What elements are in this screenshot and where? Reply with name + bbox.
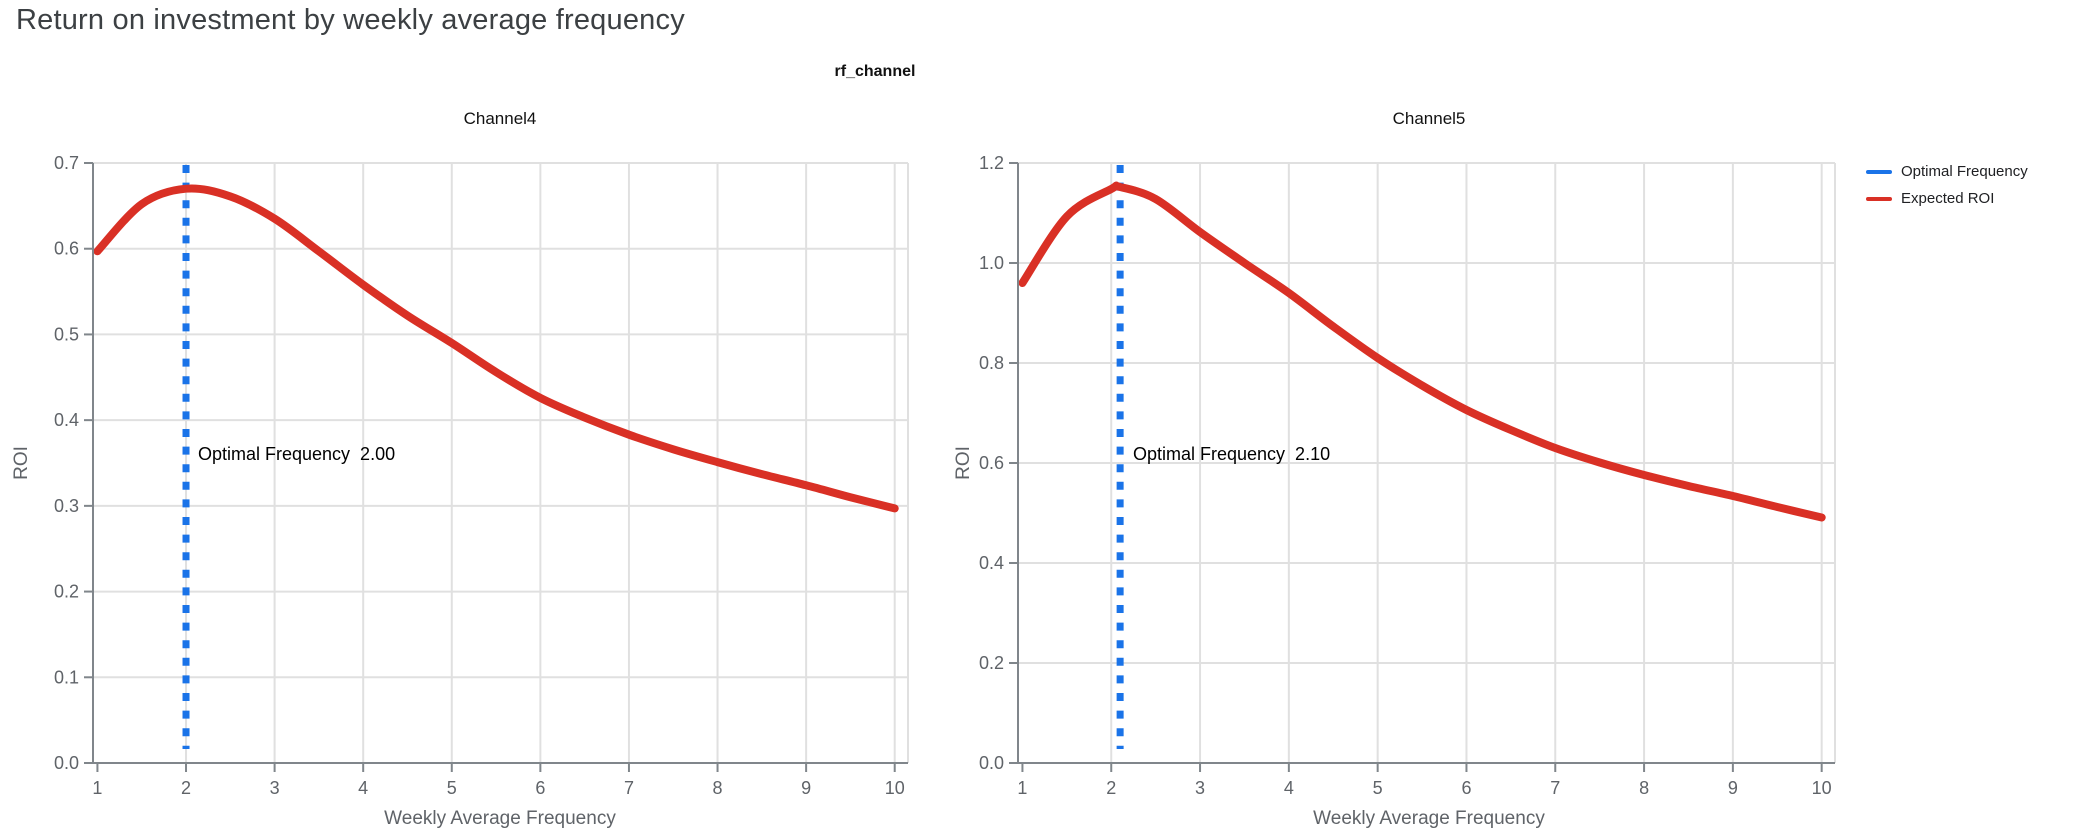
x-tick-label: 8 xyxy=(713,778,723,798)
y-tick-label: 0.3 xyxy=(54,496,79,516)
x-tick-label: 3 xyxy=(1195,778,1205,798)
x-tick-label: 10 xyxy=(1812,778,1832,798)
y-tick-label: 1.0 xyxy=(979,253,1004,273)
y-tick-label: 0.0 xyxy=(54,753,79,773)
chart-title-channel4: Channel4 xyxy=(464,109,537,128)
x-tick-label: 4 xyxy=(358,778,368,798)
x-tick-label: 5 xyxy=(1373,778,1383,798)
x-tick-label: 6 xyxy=(535,778,545,798)
x-tick-label: 8 xyxy=(1639,778,1649,798)
legend: Optimal Frequency Expected ROI xyxy=(1866,158,2028,212)
x-tick-label: 10 xyxy=(885,778,905,798)
x-tick-label: 1 xyxy=(92,778,102,798)
legend-line-red-icon xyxy=(1866,196,1892,201)
y-axis-title-right: ROI xyxy=(953,446,974,480)
page-title: Return on investment by weekly average f… xyxy=(16,4,685,36)
optimal-frequency-annotation-left: Optimal Frequency 2.00 xyxy=(198,444,395,464)
x-tick-label: 2 xyxy=(181,778,191,798)
y-tick-label: 0.6 xyxy=(54,239,79,259)
y-tick-label: 0.2 xyxy=(979,653,1004,673)
x-axis-title-right: Weekly Average Frequency xyxy=(1313,808,1545,829)
legend-item-expected-roi: Expected ROI xyxy=(1866,185,2028,212)
legend-label: Expected ROI xyxy=(1901,190,1995,207)
x-tick-label: 6 xyxy=(1461,778,1471,798)
expected-roi-curve xyxy=(1018,181,1826,522)
y-tick-label: 0.4 xyxy=(979,553,1004,573)
expected-roi-curve xyxy=(93,184,899,513)
legend-line-blue-icon xyxy=(1866,169,1892,174)
x-tick-label: 2 xyxy=(1106,778,1116,798)
optimal-frequency-annotation-right: Optimal Frequency 2.10 xyxy=(1133,444,1330,464)
x-tick-label: 1 xyxy=(1017,778,1027,798)
x-tick-label: 9 xyxy=(801,778,811,798)
y-tick-label: 0.7 xyxy=(54,153,79,173)
facet-group-title: rf_channel xyxy=(834,63,916,80)
chart-title-channel5: Channel5 xyxy=(1393,109,1466,128)
x-tick-label: 4 xyxy=(1284,778,1294,798)
y-tick-label: 0.2 xyxy=(54,582,79,602)
x-tick-label: 7 xyxy=(624,778,634,798)
y-tick-label: 0.8 xyxy=(979,353,1004,373)
x-tick-label: 3 xyxy=(270,778,280,798)
y-tick-label: 0.0 xyxy=(979,753,1004,773)
y-tick-label: 1.2 xyxy=(979,153,1004,173)
x-tick-label: 7 xyxy=(1550,778,1560,798)
y-axis-title-left: ROI xyxy=(11,446,32,480)
generated-chart-layers: 1 2 3 4 5 6 7 8 9 10 0.0 0.1 0.2 0.3 0.4 0.5 0.6 0.7 1 2 3 4 5… xyxy=(54,153,1836,798)
x-axis-title-left: Weekly Average Frequency xyxy=(384,808,616,829)
y-tick-label: 0.1 xyxy=(54,667,79,687)
legend-label: Optimal Frequency xyxy=(1901,163,2028,180)
legend-item-optimal-frequency: Optimal Frequency xyxy=(1866,158,2028,185)
y-tick-label: 0.5 xyxy=(54,324,79,344)
y-tick-label: 0.6 xyxy=(979,453,1004,473)
x-tick-label: 9 xyxy=(1728,778,1738,798)
x-tick-label: 5 xyxy=(447,778,457,798)
y-tick-label: 0.4 xyxy=(54,410,79,430)
